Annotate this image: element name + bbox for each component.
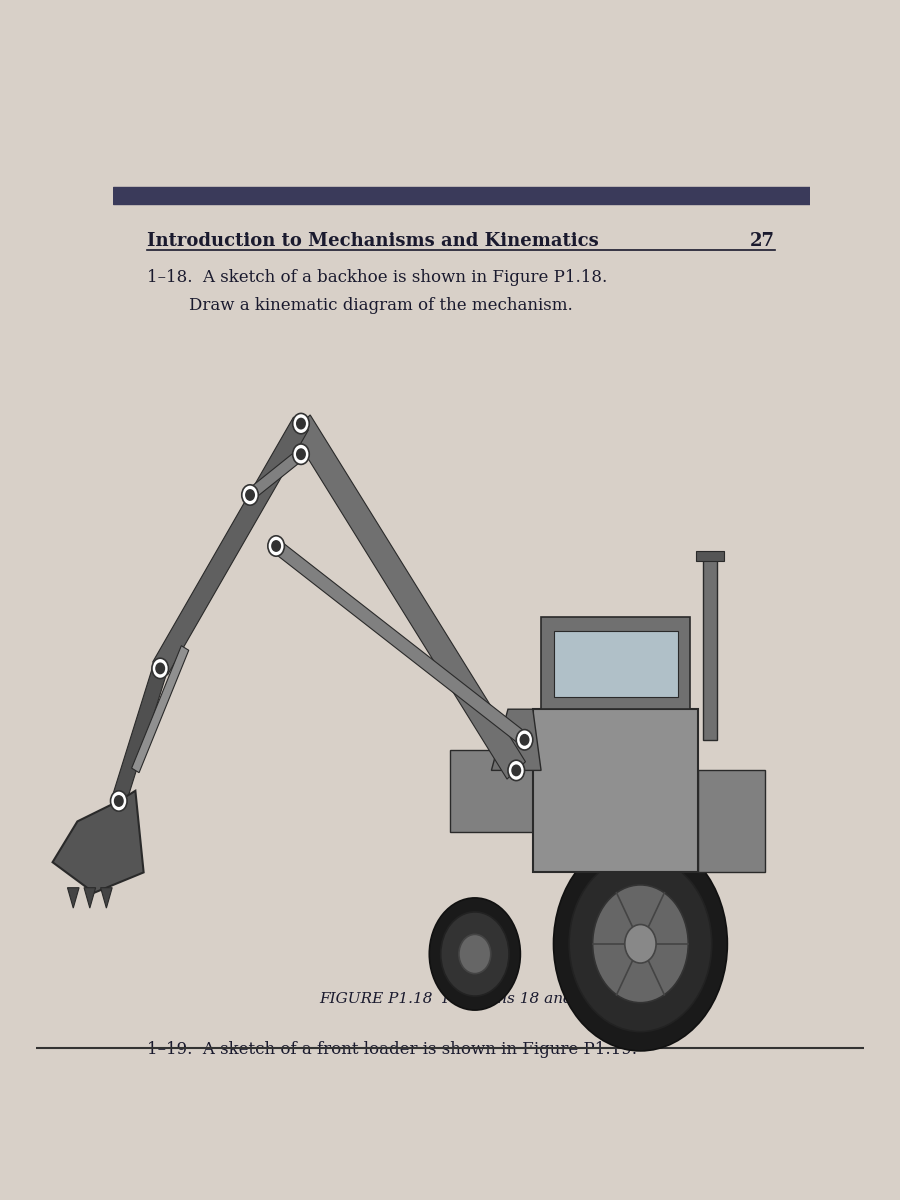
FancyBboxPatch shape [541,617,690,709]
Circle shape [114,796,123,806]
Circle shape [156,664,165,673]
Text: 1–19.  A sketch of a front loader is shown in Figure P1.19.: 1–19. A sketch of a front loader is show… [148,1042,637,1058]
Circle shape [152,658,168,679]
Polygon shape [248,449,303,500]
Text: 1–18.  A sketch of a backhoe is shown in Figure P1.18.: 1–18. A sketch of a backhoe is shown in … [148,270,608,287]
FancyBboxPatch shape [533,709,698,872]
Circle shape [272,541,280,551]
Circle shape [508,761,525,781]
Circle shape [297,449,305,460]
Polygon shape [52,791,144,893]
FancyBboxPatch shape [450,750,533,832]
Circle shape [292,413,310,434]
Polygon shape [101,888,112,908]
FancyBboxPatch shape [554,631,678,697]
Circle shape [297,419,305,428]
Circle shape [429,898,520,1010]
Bar [112,187,810,204]
Circle shape [517,730,533,750]
Polygon shape [153,418,309,674]
Polygon shape [68,888,79,908]
Circle shape [554,836,727,1051]
Polygon shape [112,665,167,804]
FancyBboxPatch shape [696,551,725,562]
Text: 27: 27 [750,232,775,250]
FancyBboxPatch shape [698,770,765,872]
Circle shape [111,791,127,811]
Circle shape [292,444,310,464]
Polygon shape [131,646,189,773]
Polygon shape [292,415,526,779]
Circle shape [625,924,656,964]
Circle shape [441,912,509,996]
Circle shape [512,766,520,775]
Circle shape [592,884,688,1003]
Text: FIGURE P1.18  Problems 18 and 43.: FIGURE P1.18 Problems 18 and 43. [320,991,603,1006]
Text: Draw a kinematic diagram of the mechanism.: Draw a kinematic diagram of the mechanis… [148,298,573,314]
Circle shape [268,535,284,557]
Circle shape [246,490,254,500]
Text: Introduction to Mechanisms and Kinematics: Introduction to Mechanisms and Kinematic… [148,232,599,250]
Circle shape [242,485,258,505]
Polygon shape [84,888,95,908]
Circle shape [459,935,490,973]
Circle shape [520,734,528,745]
Polygon shape [491,709,541,770]
Polygon shape [273,540,527,746]
FancyBboxPatch shape [703,557,717,739]
Circle shape [569,856,712,1032]
